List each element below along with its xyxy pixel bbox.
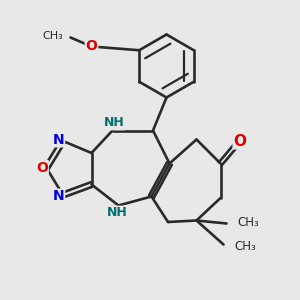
Text: CH₃: CH₃ <box>237 215 259 229</box>
Text: CH₃: CH₃ <box>42 31 63 41</box>
Text: NH: NH <box>106 206 128 220</box>
Text: NH: NH <box>103 116 124 130</box>
Text: CH₃: CH₃ <box>234 239 256 253</box>
Text: O: O <box>36 161 48 175</box>
Text: O: O <box>85 40 98 53</box>
Text: N: N <box>53 190 64 203</box>
Text: N: N <box>53 133 64 146</box>
Text: O: O <box>233 134 247 148</box>
